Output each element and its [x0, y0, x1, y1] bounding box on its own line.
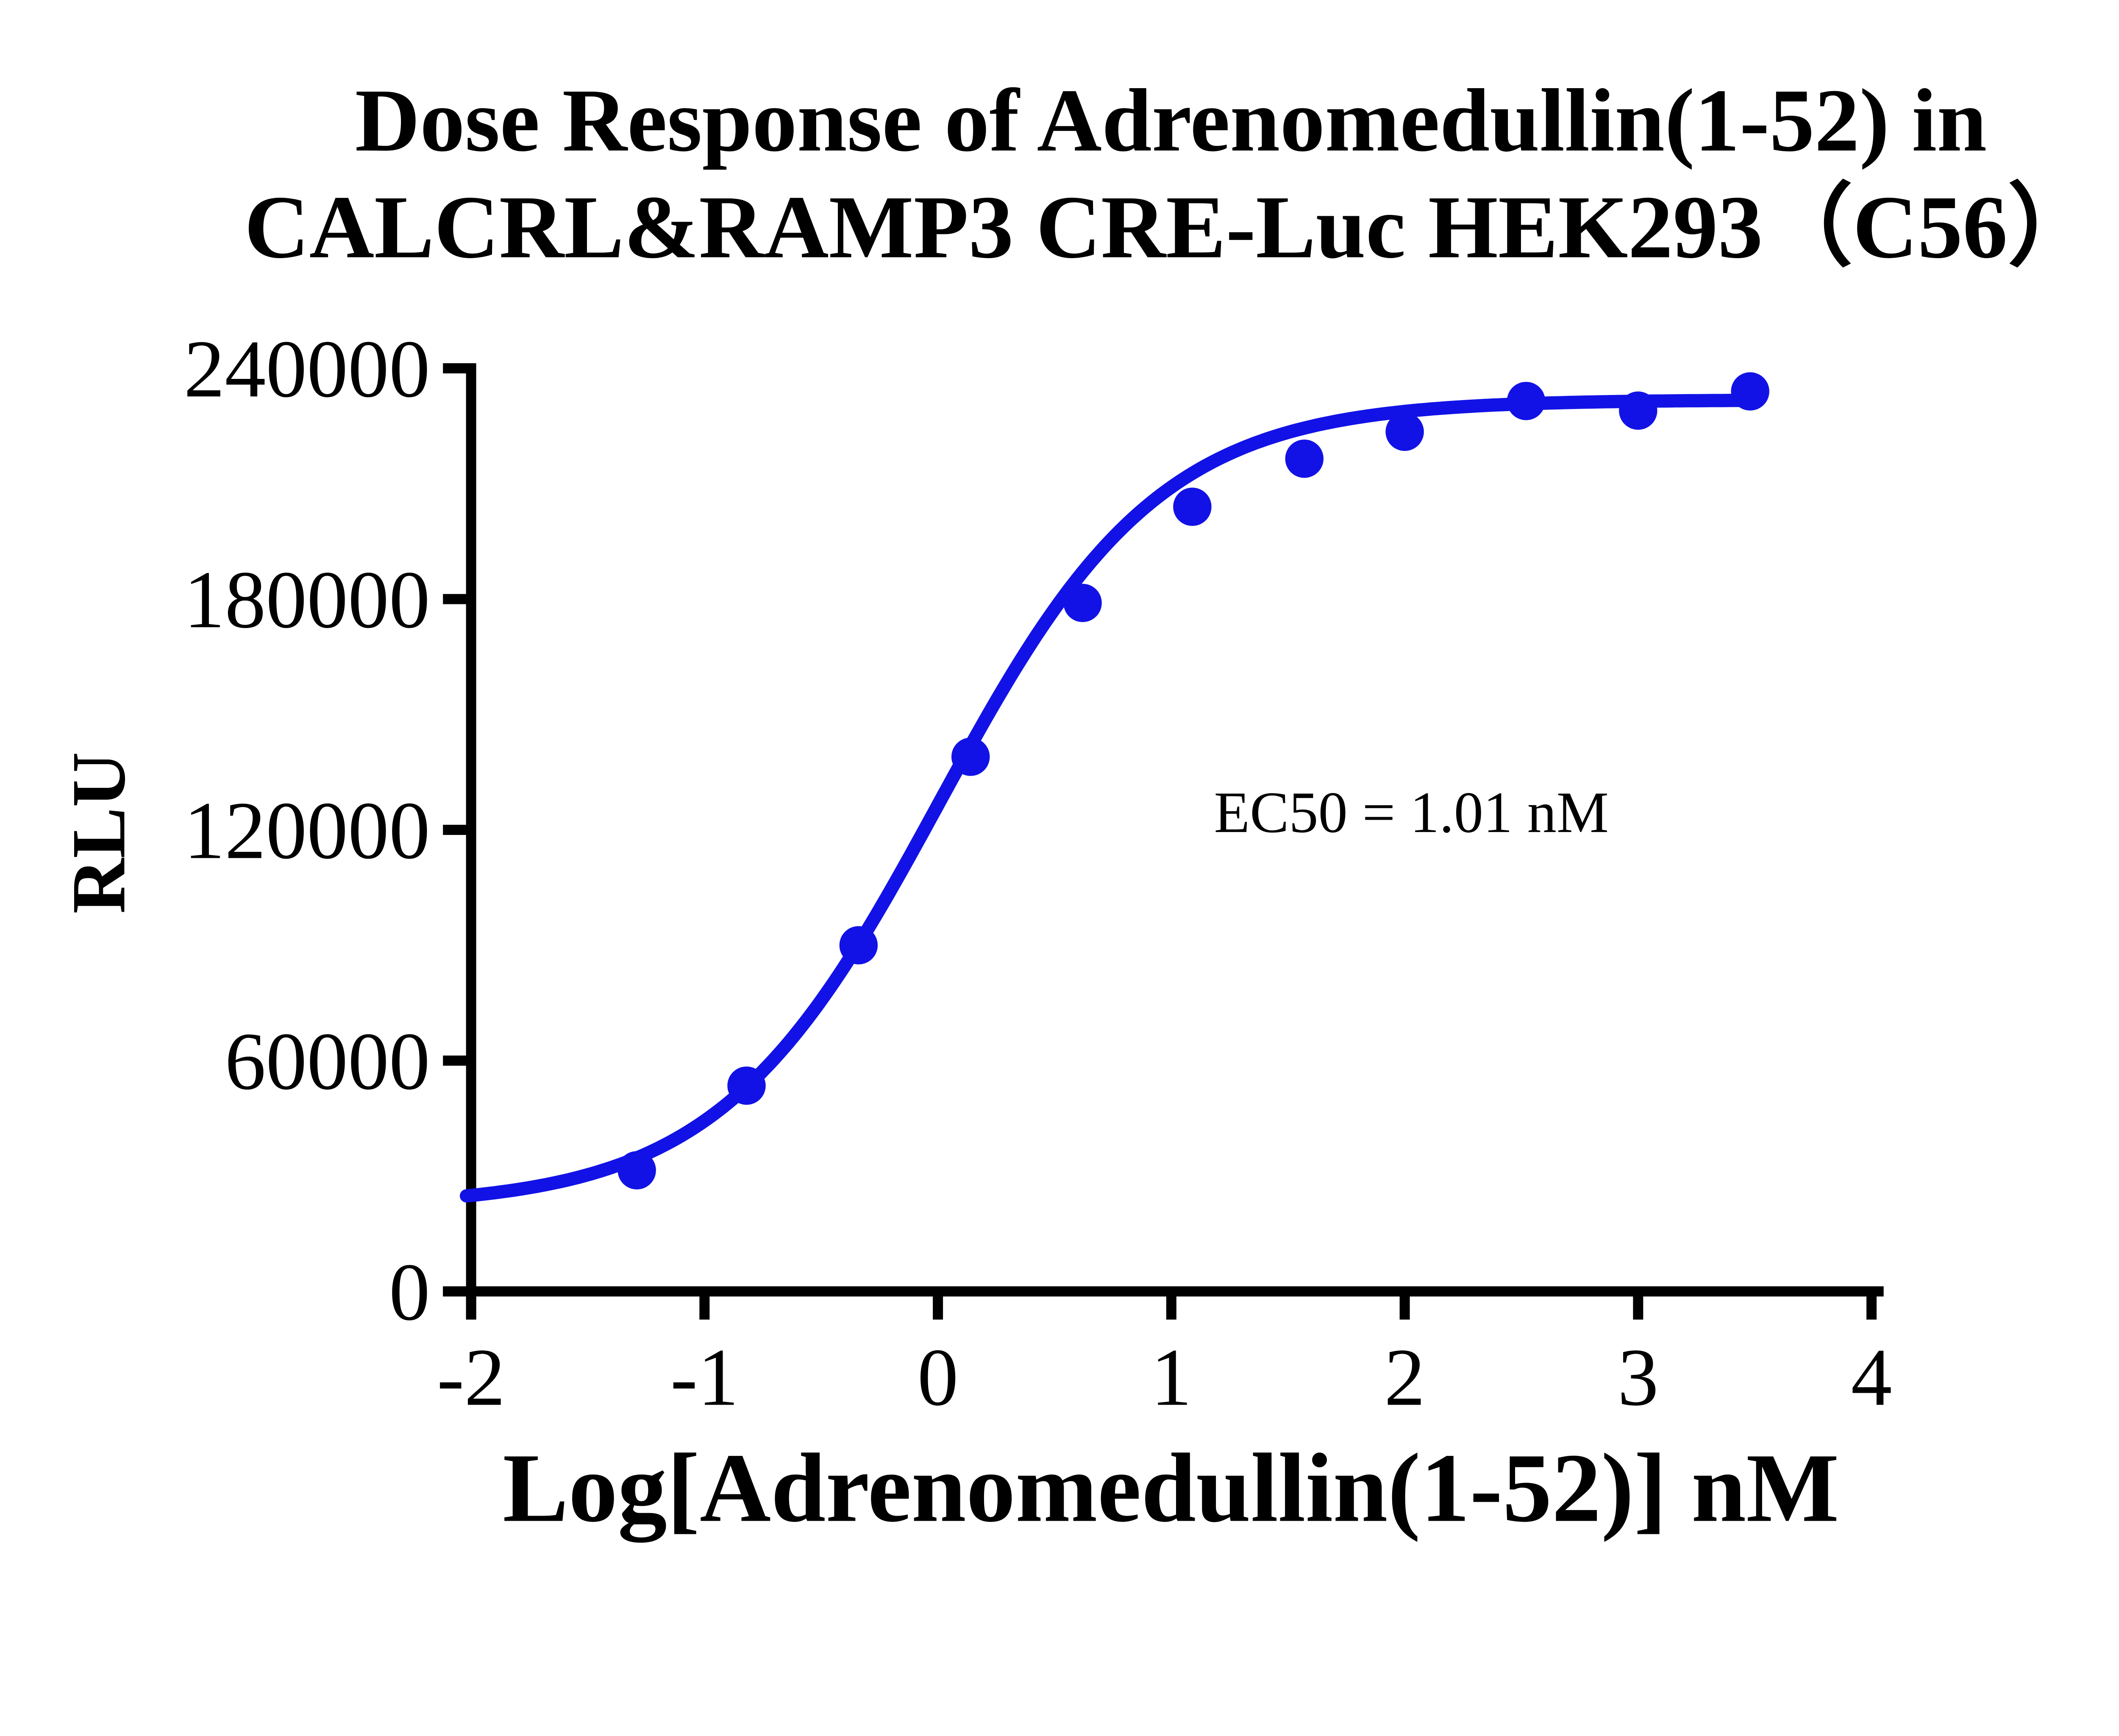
y-tick-label: 180000: [184, 554, 430, 645]
data-point: [1285, 440, 1324, 478]
x-tick-label: 2: [1384, 1332, 1425, 1423]
data-point: [1173, 487, 1212, 526]
data-point: [951, 737, 990, 776]
x-tick-label: 0: [918, 1332, 959, 1423]
x-axis-title: Log[Adrenomedullin(1-52)] nM: [503, 1434, 1839, 1543]
tick-layer: 0 60000 120000 180000 240000 -2 -1 0 1 2 3 4: [184, 323, 1892, 1422]
x-tick-label: 1: [1151, 1332, 1192, 1423]
x-tick-label: -2: [437, 1332, 505, 1423]
x-tick-label: 3: [1618, 1332, 1659, 1423]
page-background: 0 60000 120000 180000 240000 -2 -1 0 1 2 3 4 Dose R…: [56, 70, 2098, 1543]
x-tick-label: 4: [1851, 1332, 1892, 1423]
data-point: [839, 926, 878, 965]
y-tick-label: 60000: [225, 1015, 430, 1107]
chart-title-line2: CALCRL&RAMP3 CRE-Luc HEK293（C56）: [245, 177, 2098, 277]
data-point: [1507, 381, 1546, 420]
dose-response-chart: 0 60000 120000 180000 240000 -2 -1 0 1 2 3 4 Dose R…: [56, 70, 2098, 1543]
axes-layer: [443, 363, 1884, 1320]
data-point: [617, 1151, 656, 1190]
data-point: [727, 1066, 766, 1105]
data-point: [1731, 372, 1769, 411]
y-axis-title: RLU: [56, 752, 141, 914]
data-points-layer: [617, 372, 1769, 1190]
y-tick-label: 0: [389, 1246, 430, 1337]
chart-title-line1: Dose Response of Adrenomedullin(1-52) in: [355, 70, 1987, 170]
ec50-annotation: EC50 = 1.01 nM: [1214, 780, 1609, 845]
y-tick-label: 240000: [184, 323, 430, 414]
data-point: [1385, 412, 1424, 451]
x-tick-label: -1: [670, 1332, 739, 1423]
y-tick-label: 120000: [184, 785, 430, 876]
data-point: [1619, 391, 1657, 430]
data-point: [1063, 584, 1102, 622]
